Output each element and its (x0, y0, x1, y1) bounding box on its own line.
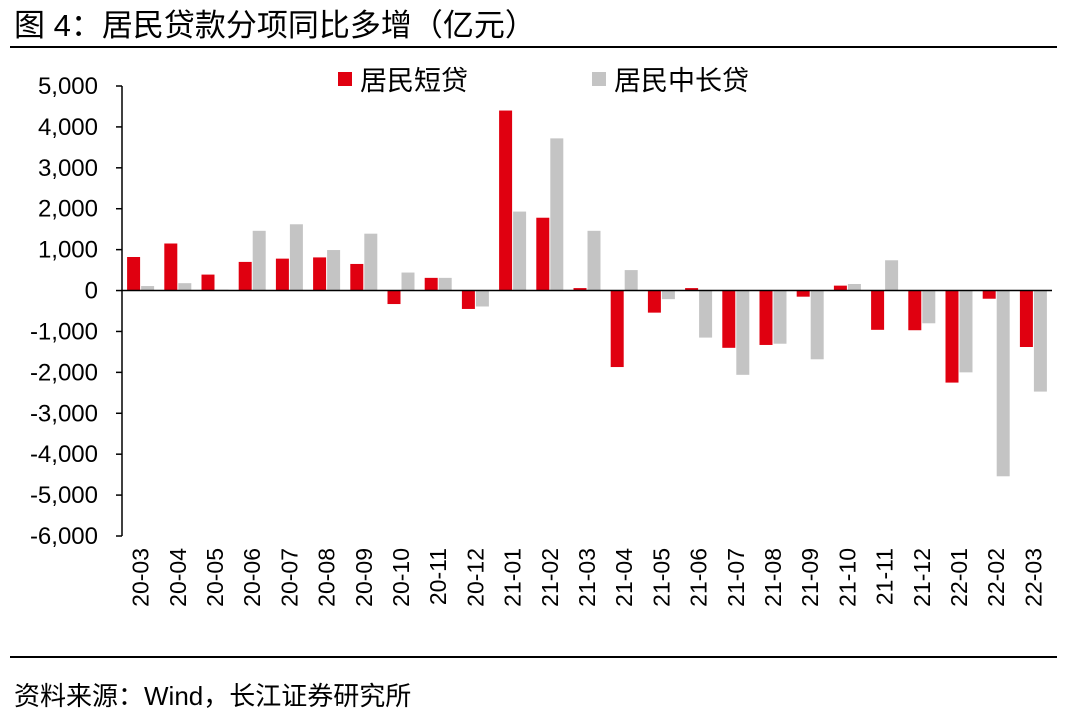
bar-long-20-06 (252, 230, 266, 291)
bar-short-21-01 (499, 110, 513, 291)
x-tick-label: 21-03 (574, 548, 600, 607)
bar-short-20-03 (127, 257, 141, 291)
x-tick-label: 22-01 (946, 548, 972, 607)
x-tick-label: 20-12 (462, 548, 488, 607)
bar-short-22-01 (945, 290, 959, 383)
bar-long-22-01 (959, 290, 973, 373)
bar-short-20-05 (201, 274, 215, 291)
x-tick-label: 21-11 (872, 548, 898, 605)
legend: 居民短贷 居民中长贷 (338, 66, 749, 96)
footer-divider (10, 656, 1057, 658)
y-tick-label: -2,000 (30, 359, 98, 386)
x-tick-label: 21-04 (611, 548, 637, 607)
bar-long-21-04 (624, 270, 638, 291)
x-tick-label: 20-06 (239, 548, 265, 607)
y-tick-label: -1,000 (30, 318, 98, 345)
bar-long-20-12 (475, 290, 489, 307)
y-tick-label: 1,000 (38, 237, 98, 264)
legend-short-label: 居民短贷 (360, 66, 468, 96)
bar-short-21-04 (610, 290, 624, 368)
bar-short-21-08 (759, 290, 773, 345)
bar-short-21-09 (796, 290, 810, 297)
bar-short-21-06 (685, 288, 699, 291)
bar-short-20-04 (164, 243, 178, 291)
x-tick-label: 21-05 (648, 548, 674, 607)
bar-short-20-08 (313, 257, 327, 291)
y-tick-label: -3,000 (30, 400, 98, 427)
bar-long-21-10 (847, 284, 861, 291)
x-tick-label: 21-06 (686, 548, 712, 607)
bar-long-20-08 (327, 250, 341, 291)
bar-short-20-07 (275, 258, 289, 291)
bar-long-21-03 (587, 230, 601, 291)
bar-chart: 5,000 4,000 3,000 2,000 1,000 0 -1,000 -2,000 -3… (30, 66, 1052, 607)
bar-short-20-09 (350, 263, 364, 291)
bar-short-22-03 (1019, 290, 1033, 347)
source-note: 资料来源：Wind，长江证券研究所 (14, 681, 412, 711)
bar-long-20-07 (289, 224, 303, 291)
bar-short-20-11 (424, 277, 438, 291)
x-tick-label: 21-07 (723, 548, 749, 607)
bar-long-22-03 (1033, 290, 1047, 392)
x-tick-label: 21-02 (537, 548, 563, 607)
bar-long-20-03 (141, 286, 155, 291)
x-tick-label: 21-09 (797, 548, 823, 607)
x-tick-label: 20-05 (202, 548, 228, 607)
bars (127, 110, 1047, 477)
bar-short-21-05 (647, 290, 661, 313)
bar-short-21-10 (833, 285, 847, 291)
bar-long-21-12 (922, 290, 936, 324)
bar-short-21-11 (871, 290, 885, 330)
x-tick-label: 20-09 (351, 548, 377, 607)
x-axis: 20-03 20-04 20-05 20-06 20-07 20-08 20-09 20-10… (122, 289, 1052, 607)
bar-long-22-02 (996, 290, 1010, 477)
bar-long-21-06 (699, 290, 713, 338)
bar-short-21-12 (908, 290, 922, 331)
bar-short-21-02 (536, 217, 550, 291)
y-tick-label: 4,000 (38, 114, 98, 141)
x-tick-label: 20-08 (314, 548, 340, 607)
bar-long-21-02 (550, 138, 564, 291)
bar-long-21-07 (736, 290, 750, 375)
bar-long-20-10 (401, 272, 415, 291)
y-tick-label: 0 (85, 278, 98, 305)
y-axis: 5,000 4,000 3,000 2,000 1,000 0 -1,000 -2,000 -3… (30, 73, 123, 550)
x-tick-label: 20-07 (276, 548, 302, 607)
x-tick-label: 20-04 (165, 548, 191, 607)
bar-short-21-07 (722, 290, 736, 348)
legend-long-swatch (592, 72, 606, 86)
x-tick-label: 21-01 (500, 548, 526, 607)
y-tick-label: 5,000 (38, 73, 98, 100)
title-divider (10, 46, 1057, 48)
x-tick-label: 22-02 (983, 548, 1009, 607)
x-tick-label: 20-10 (388, 548, 414, 607)
x-tick-label: 21-12 (909, 548, 935, 607)
x-tick-label: 21-08 (760, 548, 786, 607)
x-tick-label: 22-03 (1020, 548, 1046, 607)
y-tick-label: 2,000 (38, 196, 98, 223)
x-tick-label: 20-11 (425, 548, 451, 605)
y-tick-label: -6,000 (30, 523, 98, 550)
bar-long-21-09 (810, 290, 824, 360)
legend-long-label: 居民中长贷 (614, 66, 749, 96)
legend-short-swatch (338, 72, 352, 86)
bar-long-21-05 (661, 290, 675, 300)
bar-long-21-01 (513, 211, 527, 291)
bar-short-20-06 (238, 261, 252, 291)
bar-short-20-10 (387, 290, 401, 305)
bar-long-20-11 (438, 277, 452, 291)
y-tick-label: -5,000 (30, 482, 98, 509)
x-tick-label: 21-10 (834, 548, 860, 607)
bar-short-21-03 (573, 288, 587, 291)
y-tick-label: 3,000 (38, 155, 98, 182)
bar-long-20-04 (178, 283, 192, 291)
bar-long-20-09 (364, 233, 378, 291)
bar-long-21-08 (773, 290, 787, 344)
x-tick-label: 20-03 (128, 548, 154, 607)
bar-short-22-02 (982, 290, 996, 299)
page-title: 图 4：居民贷款分项同比多增（亿元） (14, 8, 536, 43)
y-tick-label: -4,000 (30, 441, 98, 468)
bar-long-21-11 (885, 260, 899, 291)
bar-short-20-12 (461, 290, 475, 309)
